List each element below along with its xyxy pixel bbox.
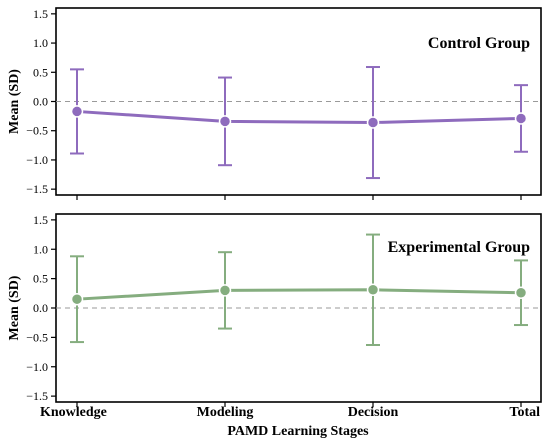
x-axis-label: PAMD Learning Stages [227,424,369,439]
series-line [76,288,522,301]
data-point [514,112,528,125]
y-tick-label: 0.0 [33,301,48,315]
data-point [514,286,528,299]
y-tick-label: 0.5 [33,65,48,79]
data-point [70,105,84,118]
y-tick-label: −1.0 [26,360,48,374]
y-axis-label: Mean (SD) [7,69,22,134]
y-tick-label: −0.5 [26,330,48,344]
y-tick-label: 1.5 [33,7,48,21]
data-point [218,284,232,297]
x-tick-label: Total [509,405,540,420]
series-line [76,109,522,125]
y-axis-label: Mean (SD) [7,275,22,340]
x-tick-label: Modeling [197,405,254,420]
y-tick-label: −1.5 [26,389,48,403]
data-point [218,115,232,128]
chart-title: Control Group [428,35,530,52]
y-tick-label: 1.5 [33,213,48,227]
y-tick-label: −0.5 [26,124,48,138]
y-tick-label: 1.0 [33,36,48,50]
data-point [366,116,380,129]
y-tick-label: 0.5 [33,272,48,286]
y-tick-label: −1.5 [26,182,48,196]
panel-control: −1.5 −1.0 −0.5 0.0 0.5 1.0 1.5 Mean (SD) Control… [7,7,542,200]
x-tick-label: Decision [348,405,399,420]
chart-title: Experimental Group [388,239,530,256]
data-point [70,292,84,306]
y-tick-label: −1.0 [26,153,48,167]
data-point [366,283,380,297]
x-tick-label: Knowledge [40,405,107,420]
panel-experimental: −1.5 −1.0 −0.5 0.0 0.5 1.0 1.5 Mean (SD) Experim… [7,213,542,439]
y-tick-label: 1.0 [33,242,48,256]
y-tick-label: 0.0 [33,95,48,109]
